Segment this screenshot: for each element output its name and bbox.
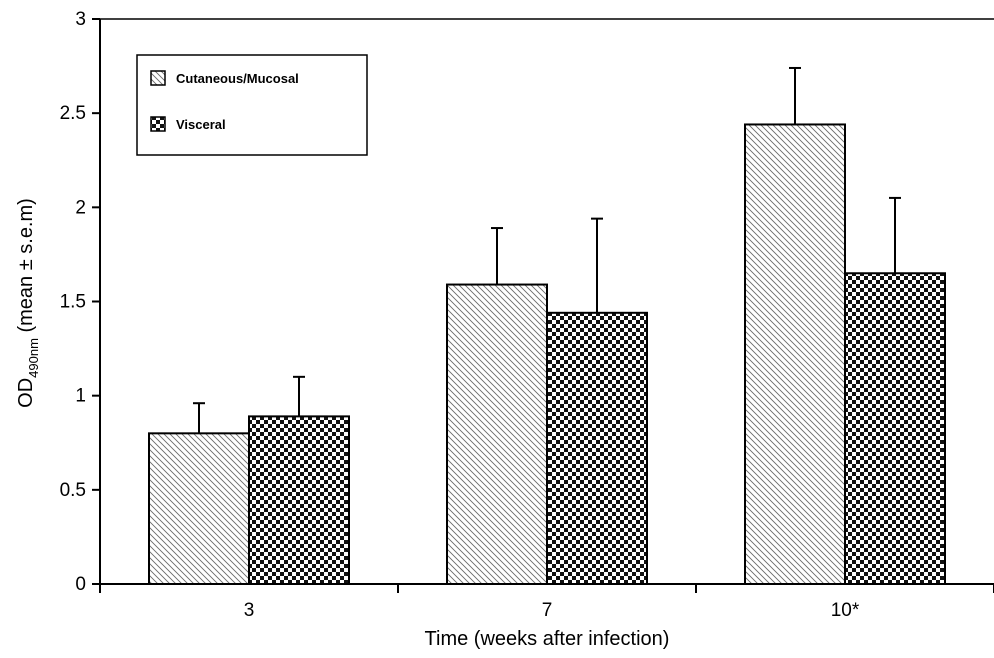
y-axis-title-rest: (mean ± s.e.m) [15, 198, 37, 338]
bar-visceral-7 [546, 311, 648, 585]
error-bars [193, 66, 901, 434]
legend-swatch-visceral [150, 116, 166, 132]
bars [148, 123, 946, 586]
y-tick-label: 1.5 [60, 292, 86, 313]
x-axis-title: Time (weeks after infection) [425, 628, 670, 650]
y-tick-label: 2.5 [60, 103, 86, 124]
axis-labels: Time (weeks after infection) OD490nm (me… [15, 198, 669, 650]
legend: Cutaneous/Mucosal Visceral [136, 54, 368, 156]
legend-label-cutaneous-mucosal: Cutaneous/Mucosal [176, 71, 299, 86]
y-axis-title-sub: 490nm [26, 338, 41, 378]
y-tick-label: 2 [75, 197, 86, 218]
legend-box [136, 54, 368, 156]
y-tick-label: 0 [75, 574, 86, 595]
x-tick-label: 7 [542, 600, 553, 621]
bar-visceral-10 [844, 272, 946, 585]
y-axis-title: OD490nm (mean ± s.e.m) [15, 198, 41, 408]
y-tick-label: 0.5 [60, 480, 86, 501]
legend-swatch-cutaneous-mucosal [150, 70, 166, 86]
bar-visceral-3 [248, 415, 350, 585]
bar-cutaneous-mucosal-7 [446, 283, 548, 585]
x-tick-label: 10* [831, 600, 860, 621]
x-tick-label: 3 [244, 600, 255, 621]
y-tick-label: 1 [75, 386, 86, 407]
y-axis-title-main: OD [15, 378, 37, 408]
y-tick-label: 3 [75, 9, 86, 30]
bar-cutaneous-mucosal-10 [744, 123, 846, 585]
bar-cutaneous-mucosal-3 [148, 432, 250, 586]
legend-label-visceral: Visceral [176, 117, 226, 132]
